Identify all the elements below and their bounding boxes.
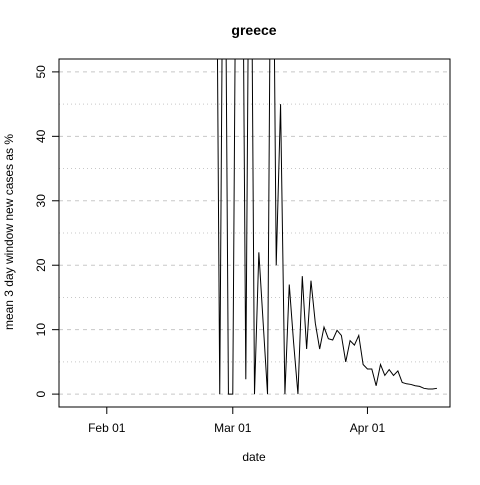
x-tick-label: Feb 01	[88, 421, 126, 435]
y-tick-label: 10	[34, 323, 48, 337]
chart-title: greece	[231, 22, 276, 38]
y-tick-label: 50	[34, 65, 48, 79]
series-line	[216, 59, 438, 395]
x-axis-label: date	[242, 450, 266, 464]
x-tick-label: Apr 01	[350, 421, 386, 435]
y-tick-label: 40	[34, 129, 48, 143]
plot-frame	[58, 58, 451, 408]
y-tick-label: 0	[34, 390, 48, 397]
y-tick-label: 20	[34, 258, 48, 272]
y-tick-label: 30	[34, 194, 48, 208]
x-axis: Feb 01 Mar 01 Apr 01	[88, 407, 385, 435]
series	[216, 59, 438, 395]
y-axis-label: mean 3 day window new cases as %	[2, 134, 16, 330]
y-axis: 0 10 20 30 40 50	[34, 65, 59, 397]
x-tick-label: Mar 01	[214, 421, 252, 435]
